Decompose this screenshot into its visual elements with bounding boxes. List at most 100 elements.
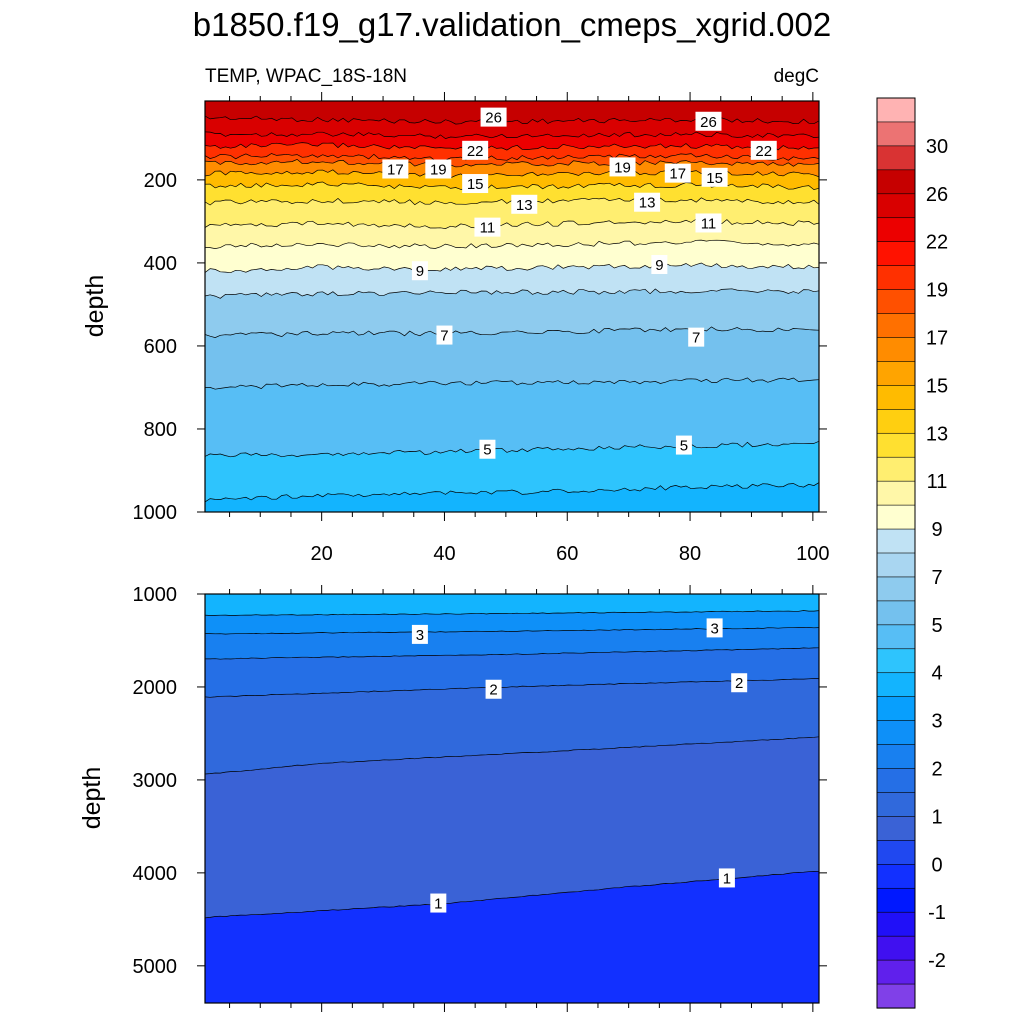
isotherm-line [205, 288, 819, 299]
colorbar-swatch [876, 313, 916, 339]
colorbar-swatch [876, 456, 916, 482]
contour-label-text: 11 [701, 215, 717, 232]
colorbar-swatch [876, 744, 916, 770]
colorbar-swatch [876, 528, 916, 554]
contour-label-text: 22 [467, 143, 484, 160]
contour-label-text: 15 [467, 176, 484, 193]
contour-label-text: 7 [440, 328, 448, 345]
colorbar-swatch [876, 169, 916, 195]
colorbar-swatch [876, 552, 916, 578]
y-tick-label: 4000 [133, 863, 178, 885]
lower-axes: 1000 2000 3000 4000 5000 [133, 584, 827, 1012]
contour-label-text: 19 [430, 162, 447, 179]
colorbar-swatch [876, 241, 916, 267]
colorbar-label: 2 [931, 759, 942, 781]
y-tick-label: 200 [144, 170, 177, 192]
colorbar-swatch [876, 504, 916, 530]
contour-label-text: 26 [700, 114, 717, 131]
contour-label: 5 [675, 435, 692, 455]
x-tick-label: 40 [433, 543, 455, 565]
figure-title: b1850.f19_g17.validation_cmeps_xgrid.002 [193, 6, 831, 43]
y-tick-label: 5000 [133, 956, 178, 978]
colorbar-label: 26 [926, 184, 948, 206]
upper-axes: 200 400 600 800 1000 20 40 60 80 100 [133, 92, 830, 565]
contour-label: 22 [462, 140, 489, 160]
contour-fill-band [205, 482, 819, 512]
contour-label: 5 [479, 439, 496, 459]
contour-label: 22 [750, 140, 777, 160]
contour-label-text: 19 [614, 159, 631, 176]
lower-contour-fills [205, 594, 819, 1003]
colorbar-label: 5 [931, 615, 942, 637]
y-tick-label: 400 [144, 253, 177, 275]
isotherm-line [205, 142, 819, 151]
contour-label: 15 [701, 167, 728, 187]
contour-label-text: 17 [387, 162, 404, 179]
colorbar-swatch [876, 193, 916, 219]
colorbar-label: 15 [926, 375, 948, 397]
contour-label-text: 1 [723, 870, 731, 887]
contour-label-text: 5 [483, 442, 491, 459]
colorbar-label: 9 [931, 519, 942, 541]
contour-label-text: 9 [416, 263, 424, 280]
contour-label: 13 [634, 192, 661, 212]
isotherm-line [205, 610, 819, 616]
colorbar-swatch [876, 432, 916, 458]
contour-label: 9 [651, 254, 668, 274]
x-tick-label: 60 [556, 543, 578, 565]
colorbar-swatch [876, 480, 916, 506]
colorbar-swatch [876, 935, 916, 961]
upper-ylabel: depth [81, 275, 109, 338]
contour-label-text: 7 [692, 330, 700, 347]
colorbar-label: 17 [926, 327, 948, 349]
contour-label-text: 17 [669, 166, 686, 183]
y-tick-label: 3000 [133, 770, 178, 792]
contour-fill-band [205, 871, 819, 1003]
upper-plot-frame [204, 100, 820, 513]
lower-plot-frame [204, 593, 820, 1004]
colorbar-swatch [876, 121, 916, 147]
contour-label: 2 [731, 673, 748, 693]
contour-label: 19 [609, 157, 636, 177]
contour-label-text: 9 [655, 257, 663, 274]
isotherm-line [205, 647, 819, 660]
colorbar-swatch [876, 959, 916, 985]
isotherm-line [205, 736, 819, 775]
contour-label: 1 [430, 893, 447, 913]
isotherm-line [205, 326, 819, 338]
colorbar-swatch [876, 409, 916, 434]
colorbar-label: 30 [926, 136, 948, 158]
colorbar: 30 26 22 19 17 15 13 11 9 7 5 4 3 2 1 0 -1 -2 [876, 97, 948, 1009]
colorbar-frame [876, 97, 916, 1009]
colorbar-swatch [876, 385, 916, 410]
contour-label-text: 5 [680, 438, 688, 455]
contour-label-text: 13 [639, 195, 656, 212]
contour-label-text: 11 [480, 220, 496, 237]
colorbar-swatch [876, 911, 916, 937]
contour-label: 17 [382, 159, 409, 179]
contour-label-text: 15 [706, 170, 723, 187]
lower-contour-labels: 3 3 2 2 1 1 [411, 618, 748, 913]
contour-label: 17 [664, 163, 691, 183]
colorbar-swatch [876, 840, 916, 865]
isotherm-line [205, 482, 819, 503]
colorbar-swatch [876, 289, 916, 315]
colorbar-label: 11 [927, 471, 948, 493]
colorbar-label: -2 [928, 950, 946, 972]
colorbar-label: -1 [928, 902, 946, 924]
contour-label-text: 13 [516, 197, 533, 214]
contour-label: 7 [436, 325, 453, 345]
colorbar-swatch [876, 768, 916, 794]
contour-label-text: 2 [735, 675, 743, 692]
contour-label-text: 22 [755, 143, 772, 160]
colorbar-swatch [876, 576, 916, 602]
colorbar-swatch [876, 265, 916, 291]
y-tick-label: 600 [144, 336, 177, 358]
contour-label: 2 [485, 679, 502, 699]
contour-label-text: 3 [710, 620, 718, 637]
colorbar-swatch [876, 983, 916, 1009]
colorbar-label: 13 [926, 423, 948, 445]
colorbar-label: 7 [931, 567, 942, 589]
colorbar-swatch [876, 864, 916, 889]
